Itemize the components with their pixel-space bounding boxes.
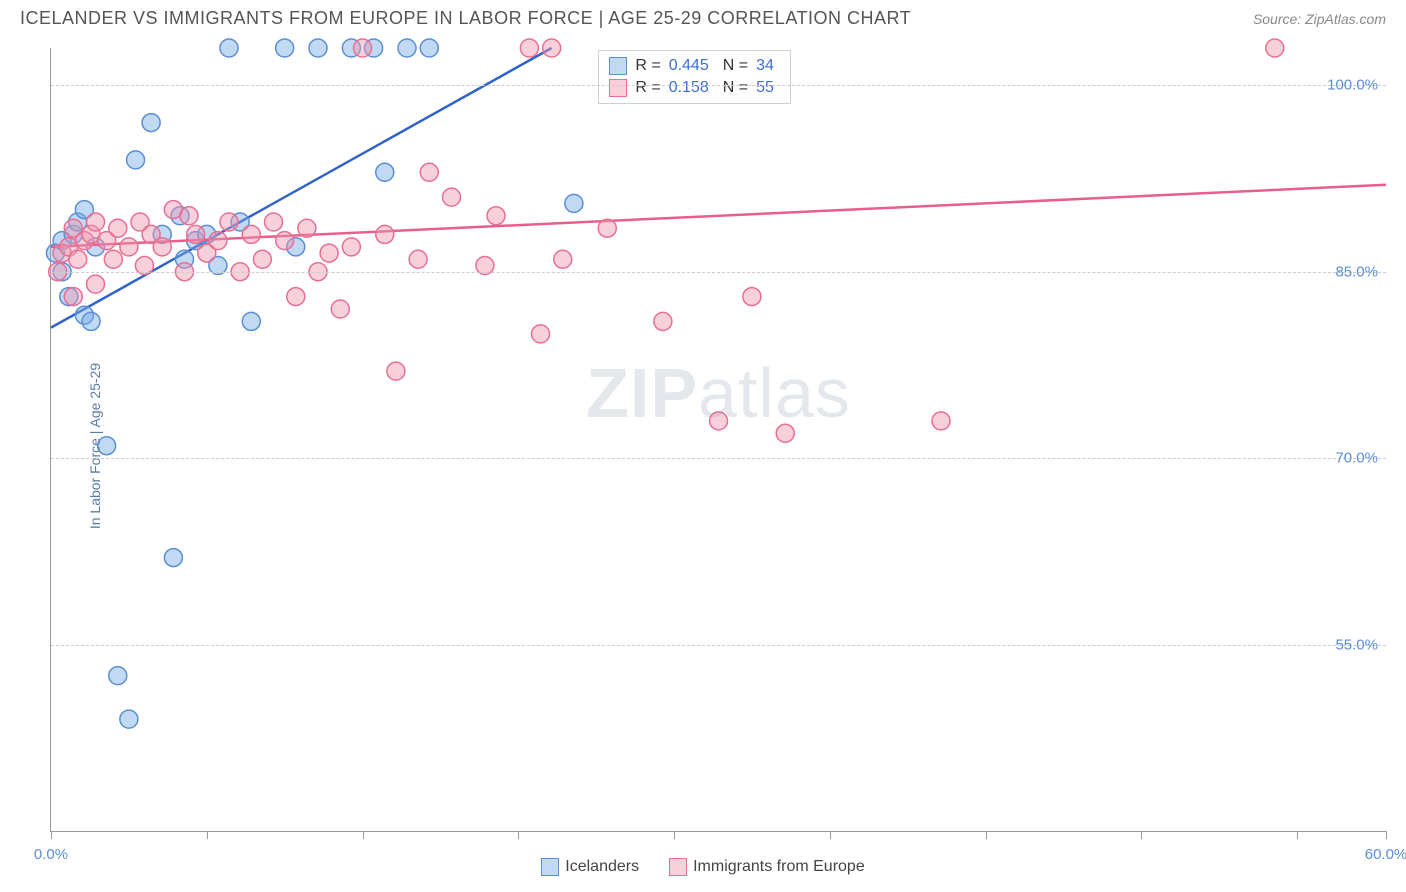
r-label: R =	[635, 57, 660, 75]
n-value-icelanders: 34	[756, 57, 774, 75]
legend-label-immigrants: Immigrants from Europe	[693, 858, 865, 876]
x-tick	[674, 831, 675, 839]
data-point-immigrants	[443, 188, 461, 206]
data-point-immigrants	[153, 238, 171, 256]
gridline	[51, 458, 1386, 459]
legend-item-immigrants: Immigrants from Europe	[669, 858, 865, 876]
source-name: ZipAtlas.com	[1305, 11, 1386, 27]
data-point-immigrants	[69, 250, 87, 268]
x-tick	[518, 831, 519, 839]
n-label: N =	[723, 57, 748, 75]
correlation-stats-box: R = 0.445 N = 34 R = 0.158 N = 55	[598, 50, 791, 104]
data-point-immigrants	[743, 288, 761, 306]
data-point-icelanders	[376, 163, 394, 181]
n-value-immigrants: 55	[756, 79, 774, 97]
data-point-icelanders	[220, 39, 238, 57]
data-point-icelanders	[109, 667, 127, 685]
data-point-icelanders	[276, 39, 294, 57]
data-point-icelanders	[309, 39, 327, 57]
data-point-immigrants	[532, 325, 550, 343]
data-point-icelanders	[127, 151, 145, 169]
data-point-icelanders	[82, 312, 100, 330]
scatter-plot-svg	[51, 48, 1386, 831]
data-point-immigrants	[487, 207, 505, 225]
data-point-immigrants	[287, 288, 305, 306]
x-tick	[1297, 831, 1298, 839]
data-point-immigrants	[1266, 39, 1284, 57]
data-point-immigrants	[331, 300, 349, 318]
data-point-immigrants	[354, 39, 372, 57]
x-tick	[207, 831, 208, 839]
data-point-immigrants	[87, 275, 105, 293]
x-tick	[986, 831, 987, 839]
data-point-immigrants	[376, 225, 394, 243]
data-point-immigrants	[109, 219, 127, 237]
data-point-icelanders	[142, 114, 160, 132]
data-point-immigrants	[342, 238, 360, 256]
swatch-immigrants	[609, 79, 627, 97]
x-tick	[830, 831, 831, 839]
data-point-icelanders	[164, 549, 182, 567]
x-tick	[1386, 831, 1387, 839]
data-point-immigrants	[64, 288, 82, 306]
gridline	[51, 85, 1386, 86]
data-point-icelanders	[120, 710, 138, 728]
y-tick-label: 55.0%	[1335, 636, 1378, 653]
data-point-immigrants	[180, 207, 198, 225]
source-prefix: Source:	[1253, 11, 1305, 27]
data-point-immigrants	[209, 232, 227, 250]
data-point-immigrants	[554, 250, 572, 268]
data-point-immigrants	[298, 219, 316, 237]
data-point-immigrants	[387, 362, 405, 380]
chart-title: ICELANDER VS IMMIGRANTS FROM EUROPE IN L…	[20, 8, 911, 29]
data-point-immigrants	[120, 238, 138, 256]
chart-area: ZIPatlas R =0.445N =34R =0.158N =55 55.0…	[50, 48, 1386, 832]
data-point-immigrants	[932, 412, 950, 430]
chart-source: Source: ZipAtlas.com	[1253, 11, 1386, 27]
legend-swatch-icelanders	[541, 858, 559, 876]
data-point-immigrants	[242, 225, 260, 243]
data-point-immigrants	[253, 250, 271, 268]
data-point-immigrants	[543, 39, 561, 57]
data-point-immigrants	[104, 250, 122, 268]
data-point-immigrants	[654, 312, 672, 330]
data-point-icelanders	[398, 39, 416, 57]
x-tick	[51, 831, 52, 839]
data-point-icelanders	[420, 39, 438, 57]
data-point-immigrants	[187, 225, 205, 243]
legend-swatch-immigrants	[669, 858, 687, 876]
r-value-icelanders: 0.445	[669, 57, 709, 75]
n-label: N =	[723, 79, 748, 97]
y-tick-label: 85.0%	[1335, 263, 1378, 280]
x-tick	[363, 831, 364, 839]
x-tick	[1141, 831, 1142, 839]
data-point-immigrants	[710, 412, 728, 430]
data-point-immigrants	[320, 244, 338, 262]
bottom-legend: Icelanders Immigrants from Europe	[0, 858, 1406, 876]
stat-row-icelanders: R = 0.445 N = 34	[609, 55, 780, 77]
data-point-icelanders	[98, 437, 116, 455]
gridline	[51, 272, 1386, 273]
stat-row-immigrants: R = 0.158 N = 55	[609, 77, 780, 99]
gridline	[51, 645, 1386, 646]
data-point-immigrants	[776, 424, 794, 442]
data-point-immigrants	[409, 250, 427, 268]
data-point-icelanders	[242, 312, 260, 330]
data-point-icelanders	[565, 194, 583, 212]
r-value-immigrants: 0.158	[669, 79, 709, 97]
data-point-immigrants	[265, 213, 283, 231]
data-point-immigrants	[420, 163, 438, 181]
data-point-immigrants	[220, 213, 238, 231]
legend-item-icelanders: Icelanders	[541, 858, 639, 876]
data-point-immigrants	[598, 219, 616, 237]
data-point-immigrants	[520, 39, 538, 57]
y-tick-label: 100.0%	[1327, 77, 1378, 94]
data-point-immigrants	[276, 232, 294, 250]
legend-label-icelanders: Icelanders	[565, 858, 639, 876]
y-tick-label: 70.0%	[1335, 450, 1378, 467]
swatch-icelanders	[609, 57, 627, 75]
r-label: R =	[635, 79, 660, 97]
trend-line-icelanders	[51, 48, 552, 328]
data-point-immigrants	[87, 213, 105, 231]
